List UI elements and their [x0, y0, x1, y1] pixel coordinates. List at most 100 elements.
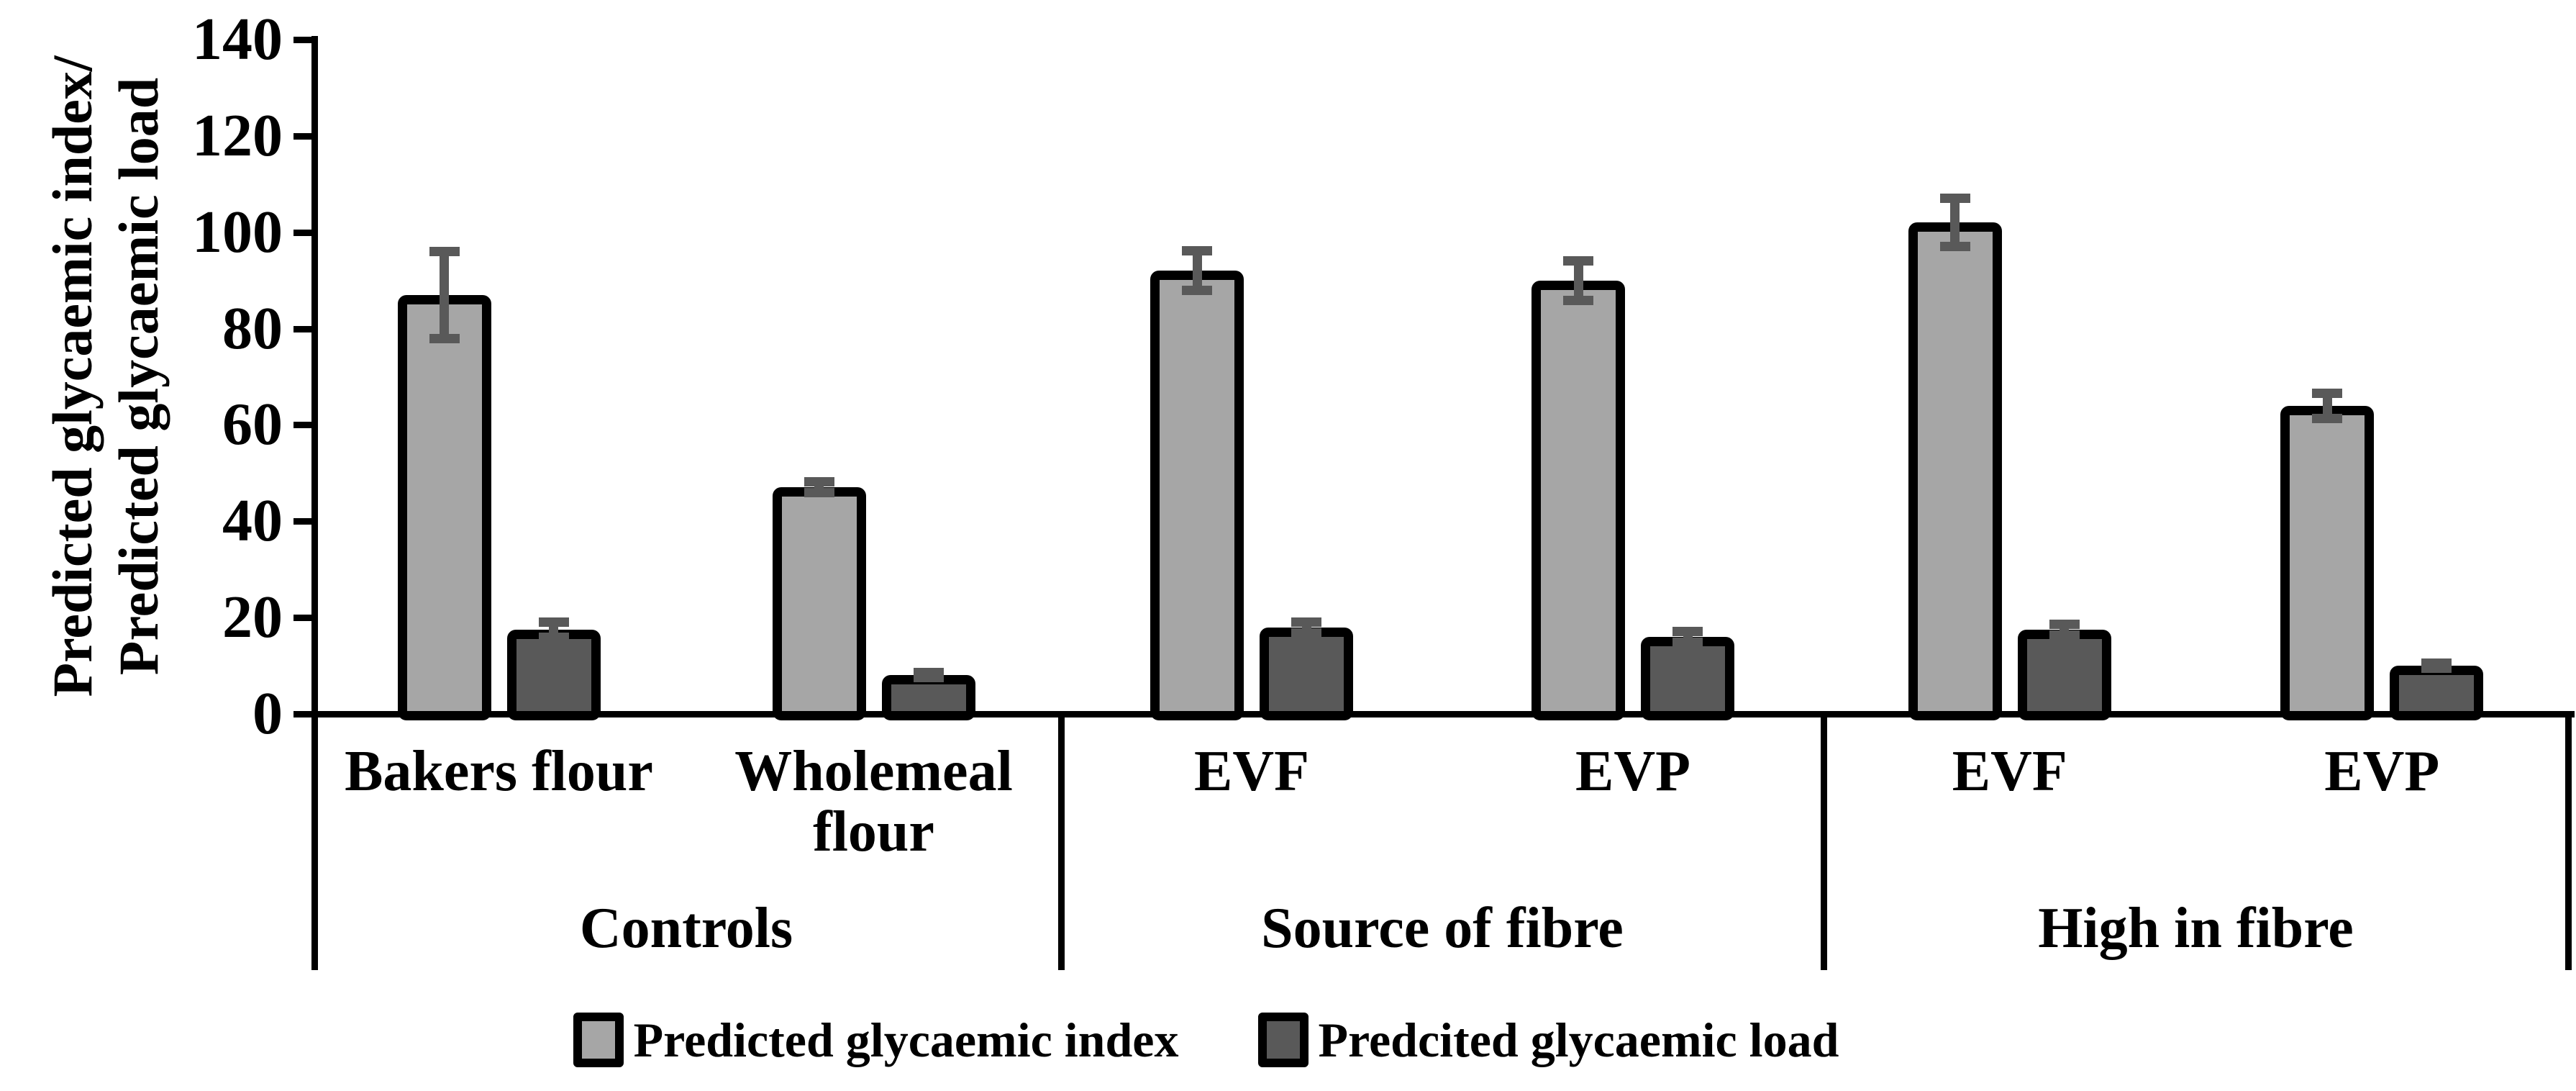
pgl-bar [2017, 630, 2111, 720]
error-bar-top-cap [2049, 620, 2080, 630]
error-bar-top-cap [1563, 256, 1593, 266]
error-bar-stem [1950, 193, 1960, 252]
category-label-line: EVF [1952, 740, 2067, 803]
y-tick-label: 140 [192, 6, 283, 73]
pgi-bar-wrap [397, 246, 491, 720]
group-label: High in fibre [2038, 896, 2354, 960]
error-bar [1939, 193, 1970, 252]
pgi-bar-wrap [2280, 389, 2375, 720]
y-tick [293, 132, 318, 140]
category-label: EVF [1824, 741, 2196, 892]
category-label-line: EVP [2324, 740, 2440, 803]
y-tick [293, 518, 318, 525]
error-bar-bottom-cap [2049, 630, 2080, 640]
pgi-bar-wrap [1150, 246, 1244, 720]
pgi-bar [1908, 222, 2002, 720]
pgi-bar [397, 295, 491, 720]
legend-label-pgi: Predicted glycaemic index [633, 1013, 1179, 1067]
y-tick-label: 40 [222, 487, 283, 555]
error-bar-bottom-cap [429, 334, 460, 344]
error-bar [913, 667, 944, 683]
y-tick-label: 120 [192, 101, 283, 169]
pgi-bar [1150, 271, 1244, 720]
group-label: Source of fibre [1261, 896, 1624, 960]
error-bar-bottom-cap [1182, 285, 1212, 295]
error-bar-stem [440, 246, 449, 344]
error-bar-bottom-cap [2312, 413, 2343, 423]
pgl-bar-wrap [2017, 620, 2111, 720]
y-tick-label: 80 [222, 294, 283, 362]
y-tick-label: 60 [222, 391, 283, 458]
error-bar [1672, 627, 1703, 647]
pgl-bar [506, 630, 601, 720]
category-label-line: EVP [1575, 740, 1690, 803]
error-bar [1182, 246, 1212, 295]
y-tick-label: 20 [222, 584, 283, 651]
legend-label-pgl: Predcited glycaemic load [1318, 1013, 1839, 1067]
y-tick [293, 422, 318, 429]
y-tick-label: 0 [252, 680, 283, 747]
error-bar-bottom-cap [1672, 637, 1703, 647]
bar-pair [1532, 256, 1734, 720]
y-tick [293, 229, 318, 236]
error-bar-bottom-cap [1291, 628, 1321, 638]
category-label: EVP [2196, 741, 2569, 892]
group-label: Controls [579, 896, 793, 960]
category-label-line: EVF [1194, 740, 1309, 803]
error-bar-bottom-cap [538, 633, 569, 643]
bar-pair [397, 246, 601, 720]
y-tick [293, 37, 318, 43]
group-divider-line [1058, 714, 1065, 970]
legend-item-pgi: Predicted glycaemic index [573, 1011, 1179, 1069]
pgi-bar-wrap [1908, 193, 2002, 720]
error-bar-top-cap [1939, 193, 1970, 203]
pgl-bar-wrap [1260, 617, 1353, 720]
error-bar [1563, 256, 1593, 305]
error-bar [429, 246, 460, 344]
error-bar-top-cap [804, 477, 834, 487]
error-bar-top-cap [1291, 617, 1321, 628]
bar-pair [1150, 246, 1353, 720]
pgl-bar [1641, 637, 1734, 720]
x-axis-line [311, 711, 2575, 717]
y-tick [293, 325, 318, 332]
y-tick [293, 711, 318, 717]
error-bar [538, 617, 569, 643]
error-bar [2421, 658, 2452, 674]
pgl-bar [1260, 628, 1353, 720]
legend: Predicted glycaemic index Predcited glyc… [0, 1011, 2494, 1069]
axis-right-edge-line [2565, 714, 2572, 970]
category-label-line: Bakers flour [345, 740, 653, 803]
error-bar-bottom-cap [804, 487, 834, 497]
category-label: EVF [1061, 741, 1442, 892]
category-label-line: Wholemeal [734, 740, 1013, 803]
y-axis-line [311, 36, 318, 970]
error-bar [2312, 389, 2343, 423]
legend-item-pgl: Predcited glycaemic load [1257, 1011, 1839, 1069]
bar-pair [772, 477, 975, 720]
error-bar-bottom-cap [2421, 664, 2452, 674]
pgi-bar-wrap [1532, 256, 1625, 720]
error-bar-top-cap [2312, 389, 2343, 399]
pgi-bar [772, 487, 866, 720]
category-label: Bakers flour [311, 741, 686, 892]
pgl-bar-wrap [506, 617, 601, 720]
pgl-bar-wrap [1641, 627, 1734, 720]
error-bar-top-cap [538, 617, 569, 627]
pgi-bar-wrap [772, 477, 866, 720]
error-bar [1291, 617, 1321, 638]
legend-swatch-pgl [1257, 1013, 1309, 1067]
legend-swatch-pgi [573, 1013, 624, 1067]
error-bar-bottom-cap [1939, 242, 1970, 252]
category-label-line: flour [813, 800, 934, 864]
error-bar-bottom-cap [913, 673, 944, 683]
error-bar [804, 477, 834, 497]
y-tick-label: 100 [192, 198, 283, 266]
category-label: Wholemeal flour [686, 741, 1061, 892]
error-bar-bottom-cap [1563, 295, 1593, 305]
category-label: EVP [1442, 741, 1824, 892]
bar-pair [2280, 389, 2484, 720]
error-bar-stem [1573, 256, 1583, 305]
group-divider-line [1821, 714, 1827, 970]
